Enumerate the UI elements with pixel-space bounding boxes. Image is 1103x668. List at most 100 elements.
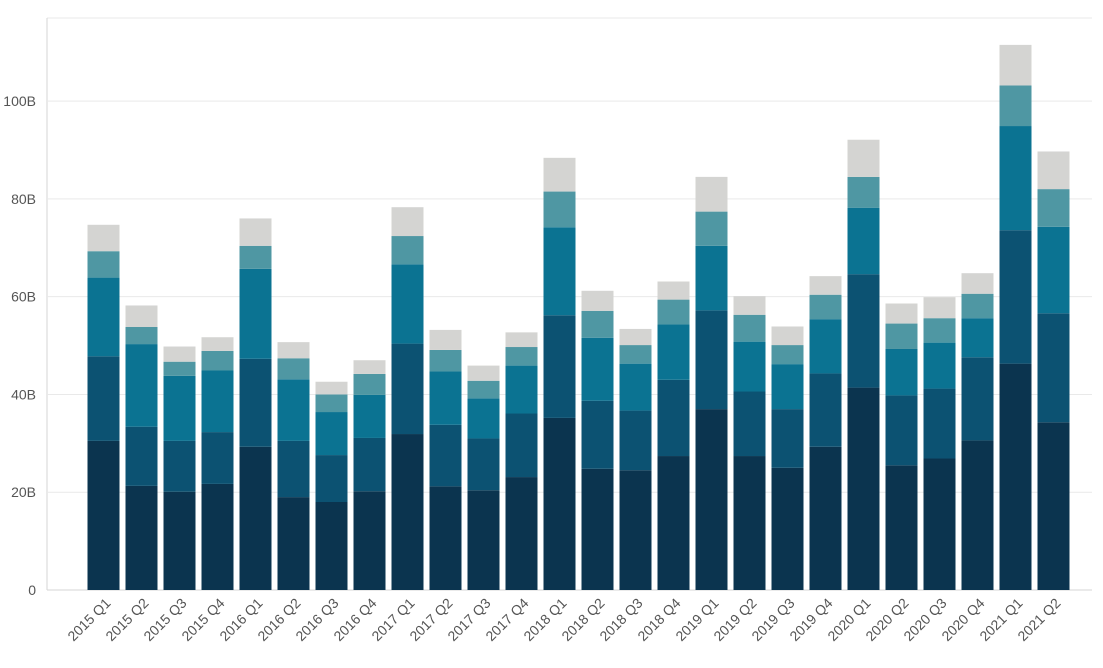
bar-segment-3[interactable]: [657, 324, 690, 380]
bar-segment-2[interactable]: [125, 426, 158, 486]
bar-segment-3[interactable]: [771, 364, 804, 410]
bar-segment-5[interactable]: [999, 44, 1032, 86]
bar-segment-2[interactable]: [961, 357, 994, 441]
bar-segment-1[interactable]: [163, 491, 196, 590]
bar-segment-5[interactable]: [467, 365, 500, 381]
bar-segment-2[interactable]: [885, 395, 918, 466]
bar-segment-2[interactable]: [695, 310, 728, 410]
bar-segment-2[interactable]: [619, 410, 652, 471]
bar-segment-1[interactable]: [923, 458, 956, 590]
bar-segment-3[interactable]: [999, 126, 1032, 231]
bar-stack[interactable]: [923, 297, 956, 590]
bar-segment-3[interactable]: [277, 379, 310, 441]
bar-stack[interactable]: [353, 360, 386, 590]
bar-segment-4[interactable]: [619, 345, 652, 364]
bar-segment-3[interactable]: [429, 371, 462, 425]
bar-segment-3[interactable]: [505, 365, 538, 414]
bar-segment-4[interactable]: [277, 358, 310, 380]
bar-segment-2[interactable]: [467, 438, 500, 491]
bar-segment-1[interactable]: [657, 456, 690, 590]
bar-segment-2[interactable]: [847, 274, 880, 388]
bar-segment-1[interactable]: [999, 363, 1032, 590]
bar-segment-4[interactable]: [239, 245, 272, 269]
bar-segment-3[interactable]: [125, 344, 158, 427]
bar-segment-3[interactable]: [923, 342, 956, 389]
bar-segment-4[interactable]: [999, 85, 1032, 127]
bar-segment-2[interactable]: [771, 409, 804, 468]
bar-segment-5[interactable]: [961, 273, 994, 294]
bar-segment-2[interactable]: [391, 343, 424, 435]
bar-segment-5[interactable]: [163, 346, 196, 362]
bar-segment-2[interactable]: [581, 400, 614, 469]
bar-stack[interactable]: [543, 157, 576, 590]
bar-stack[interactable]: [619, 328, 652, 590]
bar-segment-4[interactable]: [695, 211, 728, 246]
bar-segment-1[interactable]: [771, 467, 804, 590]
bar-stack[interactable]: [201, 337, 234, 590]
bar-segment-2[interactable]: [87, 356, 120, 441]
bar-segment-1[interactable]: [87, 440, 120, 590]
bar-segment-2[interactable]: [543, 315, 576, 418]
bar-segment-3[interactable]: [961, 318, 994, 358]
bar-segment-1[interactable]: [733, 456, 766, 590]
bar-segment-5[interactable]: [543, 157, 576, 192]
bar-segment-3[interactable]: [87, 277, 120, 357]
bar-segment-5[interactable]: [201, 337, 234, 351]
bar-stack[interactable]: [505, 332, 538, 590]
bar-segment-4[interactable]: [847, 176, 880, 208]
bar-stack[interactable]: [695, 176, 728, 590]
bar-segment-5[interactable]: [353, 360, 386, 374]
bar-segment-3[interactable]: [239, 268, 272, 359]
bar-segment-5[interactable]: [505, 332, 538, 348]
bar-segment-4[interactable]: [429, 349, 462, 372]
bar-segment-5[interactable]: [87, 224, 120, 252]
bar-stack[interactable]: [999, 44, 1032, 590]
bar-segment-1[interactable]: [429, 486, 462, 590]
bar-segment-1[interactable]: [619, 470, 652, 590]
bar-segment-5[interactable]: [429, 329, 462, 350]
bar-segment-3[interactable]: [391, 264, 424, 344]
bar-segment-4[interactable]: [885, 323, 918, 349]
bar-segment-1[interactable]: [125, 485, 158, 590]
bar-segment-2[interactable]: [429, 424, 462, 487]
bar-segment-3[interactable]: [353, 394, 386, 438]
bar-segment-1[interactable]: [1037, 422, 1070, 590]
bar-segment-2[interactable]: [1037, 313, 1070, 423]
bar-segment-4[interactable]: [391, 236, 424, 265]
bar-segment-1[interactable]: [201, 483, 234, 590]
bar-segment-2[interactable]: [277, 440, 310, 498]
bar-segment-5[interactable]: [885, 303, 918, 324]
bar-segment-3[interactable]: [695, 245, 728, 311]
bar-stack[interactable]: [581, 290, 614, 590]
bar-segment-2[interactable]: [353, 437, 386, 492]
bar-segment-4[interactable]: [467, 380, 500, 399]
bar-segment-4[interactable]: [771, 345, 804, 365]
bar-segment-4[interactable]: [733, 314, 766, 342]
bar-segment-2[interactable]: [315, 455, 348, 502]
bar-segment-5[interactable]: [581, 290, 614, 311]
bar-segment-1[interactable]: [353, 491, 386, 590]
bar-segment-2[interactable]: [505, 413, 538, 478]
bar-segment-1[interactable]: [809, 446, 842, 590]
bar-segment-3[interactable]: [315, 412, 348, 456]
bar-segment-3[interactable]: [809, 319, 842, 374]
bar-segment-2[interactable]: [239, 358, 272, 447]
bar-segment-4[interactable]: [581, 310, 614, 338]
bar-stack[interactable]: [885, 303, 918, 590]
bar-segment-4[interactable]: [657, 299, 690, 325]
bar-segment-5[interactable]: [239, 218, 272, 246]
bar-stack[interactable]: [391, 207, 424, 590]
bar-segment-2[interactable]: [201, 432, 234, 484]
bar-segment-4[interactable]: [87, 251, 120, 278]
bar-segment-5[interactable]: [315, 381, 348, 395]
bar-segment-3[interactable]: [543, 227, 576, 316]
bar-segment-3[interactable]: [847, 207, 880, 275]
bar-segment-5[interactable]: [391, 207, 424, 237]
bar-segment-4[interactable]: [543, 191, 576, 228]
bar-segment-4[interactable]: [1037, 189, 1070, 227]
bar-segment-1[interactable]: [391, 434, 424, 590]
bar-segment-2[interactable]: [657, 379, 690, 457]
bar-segment-4[interactable]: [923, 318, 956, 343]
bar-segment-3[interactable]: [581, 337, 614, 401]
bar-stack[interactable]: [847, 139, 880, 590]
